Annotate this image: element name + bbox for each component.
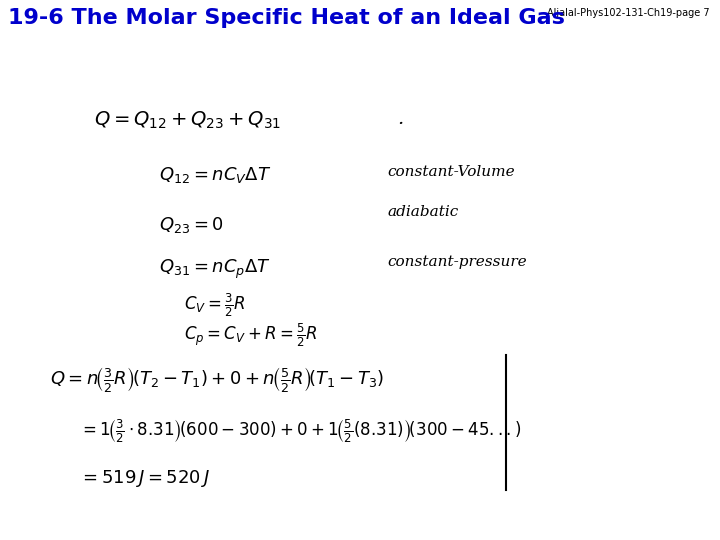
Text: $Q_{23} = 0$: $Q_{23} = 0$ bbox=[159, 215, 224, 235]
Text: constant-pressure: constant-pressure bbox=[387, 255, 527, 269]
Text: $= 519\,J = 520\,J$: $= 519\,J = 520\,J$ bbox=[79, 468, 210, 489]
Text: $= 1\!\left(\frac{3}{2} \cdot 8.31\right)\!\left(600-300\right) + 0 + 1\!\left(\: $= 1\!\left(\frac{3}{2} \cdot 8.31\right… bbox=[79, 418, 522, 446]
Text: $C_V = \frac{3}{2}R$: $C_V = \frac{3}{2}R$ bbox=[184, 292, 246, 319]
Text: constant-Volume: constant-Volume bbox=[387, 165, 515, 179]
Text: $Q = n\!\left(\frac{3}{2}R\right)\!\left(T_2-T_1\right) + 0 + n\!\left(\frac{5}{: $Q = n\!\left(\frac{3}{2}R\right)\!\left… bbox=[50, 365, 384, 394]
Text: $C_p = C_V + R = \frac{5}{2}R$: $C_p = C_V + R = \frac{5}{2}R$ bbox=[184, 322, 318, 349]
Text: $Q = Q_{12} + Q_{23} + Q_{31}$: $Q = Q_{12} + Q_{23} + Q_{31}$ bbox=[94, 110, 282, 131]
Text: $Q_{12} = nC_V \Delta T$: $Q_{12} = nC_V \Delta T$ bbox=[159, 165, 271, 185]
Text: 19-6 The Molar Specific Heat of an Ideal Gas: 19-6 The Molar Specific Heat of an Ideal… bbox=[8, 8, 564, 28]
Text: $Q_{31} = nC_p \Delta T$: $Q_{31} = nC_p \Delta T$ bbox=[159, 258, 271, 281]
Text: Aljalal-Phys102-131-Ch19-page 7: Aljalal-Phys102-131-Ch19-page 7 bbox=[547, 8, 710, 18]
Text: adiabatic: adiabatic bbox=[387, 205, 459, 219]
Text: .: . bbox=[397, 110, 403, 128]
